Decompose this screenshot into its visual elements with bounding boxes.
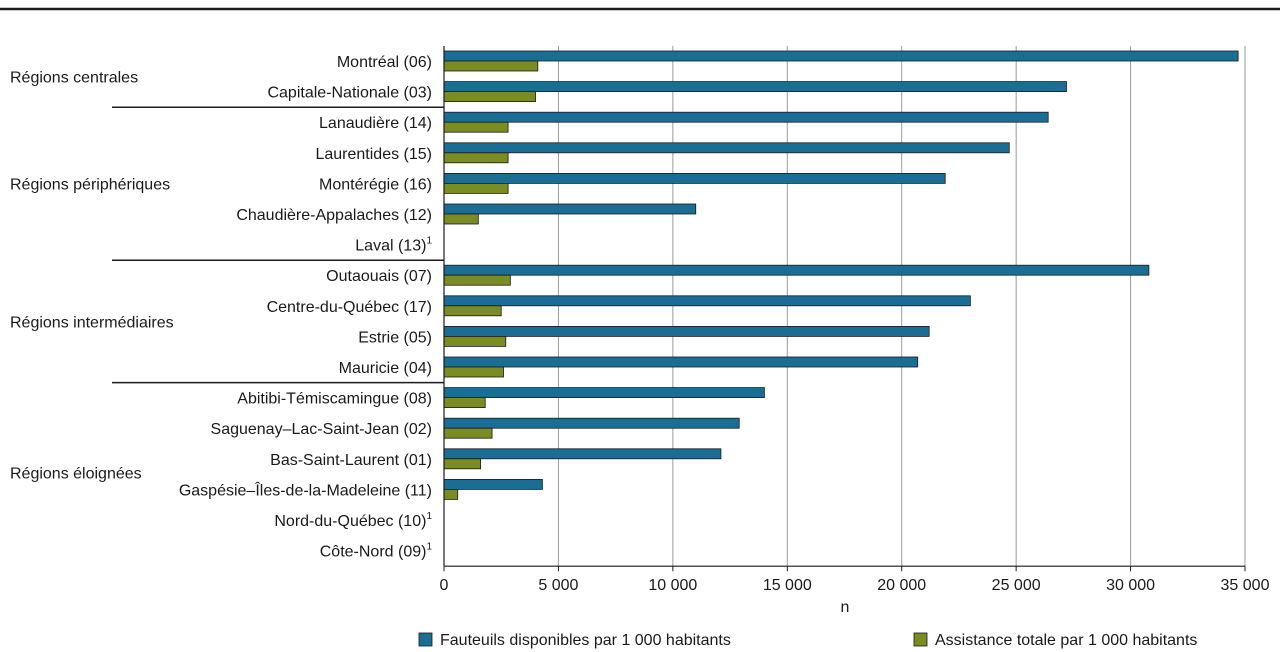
bars — [443, 50, 1239, 500]
bar-fauteuils — [443, 203, 697, 215]
bar-fauteuils — [443, 50, 1239, 62]
category-label: Bas-Saint-Laurent (01) — [270, 452, 432, 469]
bar-fauteuils — [443, 81, 1067, 92]
legend-label: Fauteuils disponibles par 1 000 habitant… — [440, 632, 731, 649]
bar-assistance — [443, 488, 459, 500]
bar-fauteuils — [443, 325, 930, 337]
bar-fauteuils — [443, 478, 543, 490]
x-tick-label: 30 000 — [1106, 577, 1155, 594]
legend-label: Assistance totale par 1 000 habitants — [935, 632, 1197, 649]
category-label: Montréal (06) — [337, 54, 432, 71]
x-axis-label: n — [841, 599, 850, 616]
category-label: Abitibi-Témiscamingue (08) — [237, 391, 432, 408]
bar-assistance — [443, 427, 493, 439]
legend: Fauteuils disponibles par 1 000 habitant… — [418, 632, 1197, 649]
category-labels: Montréal (06) Capitale-Nationale (03) Lana… — [179, 54, 433, 561]
group-labels: Régions centrales Régions périphériques Ré… — [10, 70, 174, 483]
category-label: Lanaudière (14) — [319, 115, 432, 132]
bar-fauteuils — [443, 295, 971, 307]
category-label: Gaspésie–Îles-de-la-Madeleine (11) — [179, 480, 432, 499]
bar-assistance — [443, 152, 509, 164]
category-label: Chaudière-Appalaches (12) — [236, 207, 432, 224]
category-label: Centre-du-Québec (17) — [267, 299, 432, 316]
category-label: Montérégie (16) — [319, 176, 432, 193]
x-tick-label: 35 000 — [1221, 577, 1270, 594]
x-tick-label: 10 000 — [648, 577, 697, 594]
category-label: Capitale-Nationale (03) — [267, 85, 432, 102]
bar-fauteuils — [443, 172, 946, 184]
bar-fauteuils — [443, 448, 722, 460]
bar-assistance — [443, 397, 486, 409]
bar-assistance — [443, 182, 509, 194]
bar-fauteuils — [443, 417, 740, 429]
bar-assistance — [443, 458, 482, 470]
group-separators — [112, 106, 444, 384]
bar-assistance — [443, 213, 479, 225]
x-tick-label: 25 000 — [992, 577, 1041, 594]
category-label: Mauricie (04) — [339, 360, 432, 377]
category-label: Estrie (05) — [358, 329, 432, 346]
x-tick-label: 15 000 — [763, 577, 812, 594]
bar-assistance — [443, 91, 536, 102]
bar-fauteuils — [443, 111, 1049, 123]
group-label: Régions intermédiaires — [10, 314, 174, 331]
category-label: Outaouais (07) — [326, 268, 432, 285]
legend-swatch — [913, 632, 928, 647]
bar-assistance — [443, 366, 504, 378]
x-tick-label: 0 — [440, 577, 449, 594]
bar-fauteuils — [443, 142, 1010, 154]
category-label: Saguenay–Lac-Saint-Jean (02) — [211, 421, 432, 438]
group-label: Régions éloignées — [10, 465, 142, 482]
category-label: Laurentides (15) — [315, 146, 432, 163]
bar-assistance — [443, 335, 507, 347]
category-label: Côte-Nord (09)1 — [320, 542, 433, 561]
bar-assistance — [443, 274, 511, 286]
group-label: Régions centrales — [10, 70, 138, 87]
bar-assistance — [443, 305, 502, 317]
bar-fauteuils — [443, 356, 919, 368]
group-label: Régions périphériques — [10, 177, 170, 194]
axes — [443, 46, 1245, 567]
legend-swatch — [418, 632, 433, 647]
x-tick-label: 20 000 — [877, 577, 926, 594]
bar-fauteuils — [443, 264, 1150, 276]
category-label: Nord-du-Québec (10)1 — [274, 511, 432, 530]
category-label: Laval (13)1 — [355, 236, 432, 255]
bar-fauteuils — [443, 387, 765, 399]
x-tick-label: 5 000 — [538, 577, 578, 594]
bar-assistance — [443, 60, 539, 72]
bar-assistance — [443, 121, 509, 133]
x-tick-labels: 0 5 000 10 000 15 000 20 000 25 000 30 000 35 0… — [440, 566, 1270, 594]
